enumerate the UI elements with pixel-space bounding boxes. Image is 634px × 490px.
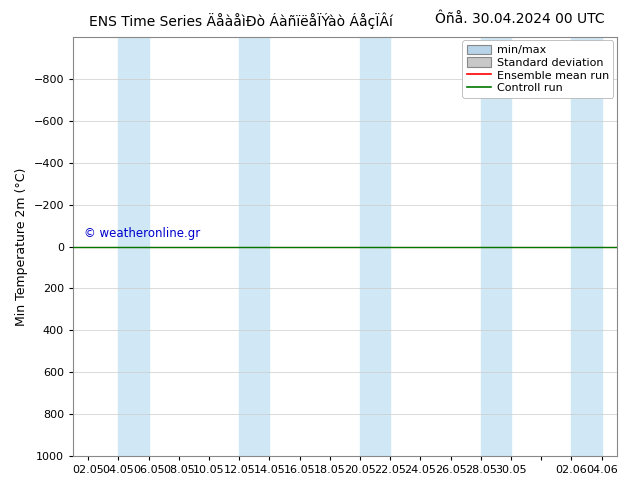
Bar [119, 37, 148, 456]
Text: ENS Time Series ÄåàåìÐò ÁàñïëåÏÝàò ÁåçÏÂí: ENS Time Series ÄåàåìÐò ÁàñïëåÏÝàò ÁåçÏÂ… [89, 12, 393, 29]
Y-axis label: Min Temperature 2m (°C): Min Temperature 2m (°C) [15, 167, 28, 326]
Bar [481, 37, 511, 456]
Bar [571, 37, 602, 456]
Bar [239, 37, 269, 456]
Legend: min/max, Standard deviation, Ensemble mean run, Controll run: min/max, Standard deviation, Ensemble me… [462, 40, 614, 98]
Text: © weatheronline.gr: © weatheronline.gr [84, 227, 200, 241]
Bar [360, 37, 391, 456]
Text: Ôñå. 30.04.2024 00 UTC: Ôñå. 30.04.2024 00 UTC [435, 12, 605, 26]
